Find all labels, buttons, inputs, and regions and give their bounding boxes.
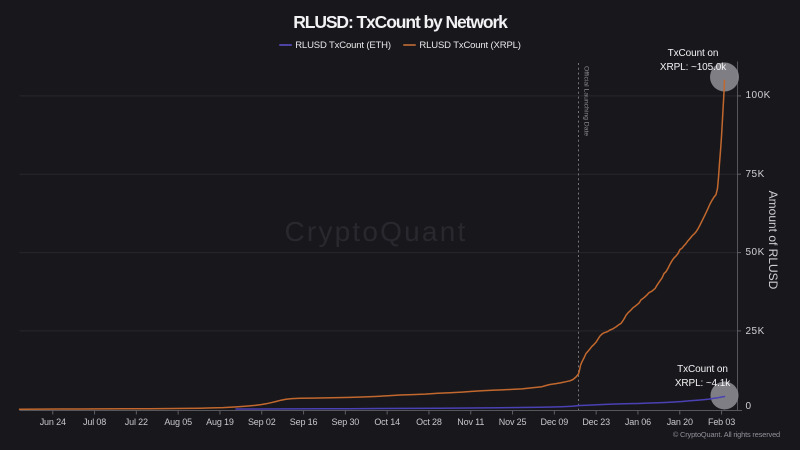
svg-text:Official Launching Date: Official Launching Date: [583, 66, 590, 136]
svg-text:Amount of RLUSD: Amount of RLUSD: [766, 191, 780, 290]
